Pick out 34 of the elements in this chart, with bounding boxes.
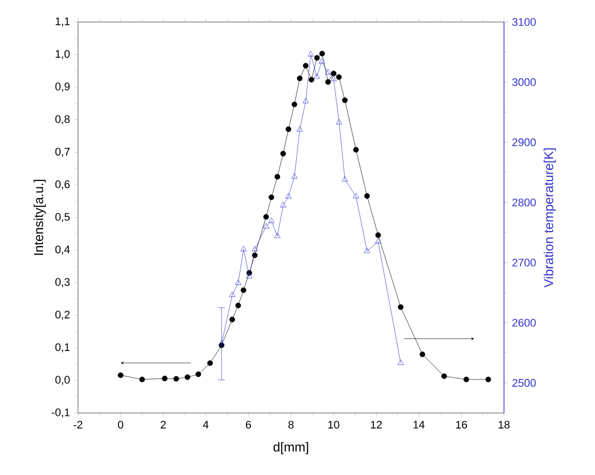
x-tick-label: 18 — [498, 420, 510, 429]
y-tick-label: 0,0 — [55, 376, 70, 385]
x-tick-label: 0 — [118, 420, 124, 429]
y-tick-label: 0,4 — [55, 246, 70, 255]
y2-tick-label: 3000 — [512, 78, 536, 86]
y2-tick-label: 2500 — [512, 379, 536, 387]
y-axis-title: Intensity[a.u.] — [34, 180, 46, 255]
y-tick-label: 0,7 — [55, 148, 70, 157]
x-tick-label: 4 — [203, 420, 209, 428]
x-tick-label: 8 — [288, 420, 294, 429]
y2-axis-title: Vibration temperature[K] — [544, 148, 556, 288]
y-tick-label: -0,1 — [52, 408, 70, 418]
x-tick-label: 10 — [328, 420, 340, 429]
x-tick-label: 12 — [370, 420, 382, 428]
x-tick-label: 16 — [456, 420, 468, 429]
y2-tick-label: 2700 — [512, 258, 536, 266]
y2-tick-label: 3100 — [512, 18, 536, 26]
y-tick-label: 0,9 — [55, 82, 70, 92]
y2-tick-label: 2800 — [512, 198, 536, 206]
y-tick-label: 1,0 — [56, 50, 70, 60]
x-tick-label: 14 — [414, 420, 425, 428]
x-tick-label: 6 — [246, 420, 251, 429]
y-tick-label: 0,1 — [55, 343, 70, 352]
y2-tick-label: 2900 — [512, 138, 536, 146]
x-tick-label: 2 — [160, 420, 166, 428]
y-tick-label: 1,1 — [56, 18, 70, 26]
y-tick-label: 0,2 — [55, 310, 70, 320]
y-tick-label: 0,6 — [55, 180, 70, 190]
y2-tick-label: 2600 — [512, 318, 536, 327]
y-tick-label: 0,5 — [55, 212, 70, 222]
x-axis-title: d[mm] — [274, 442, 308, 454]
y-tick-label: 0,3 — [55, 278, 70, 288]
x-tick-label: -2 — [74, 420, 82, 428]
y-tick-label: 0,8 — [55, 115, 70, 124]
